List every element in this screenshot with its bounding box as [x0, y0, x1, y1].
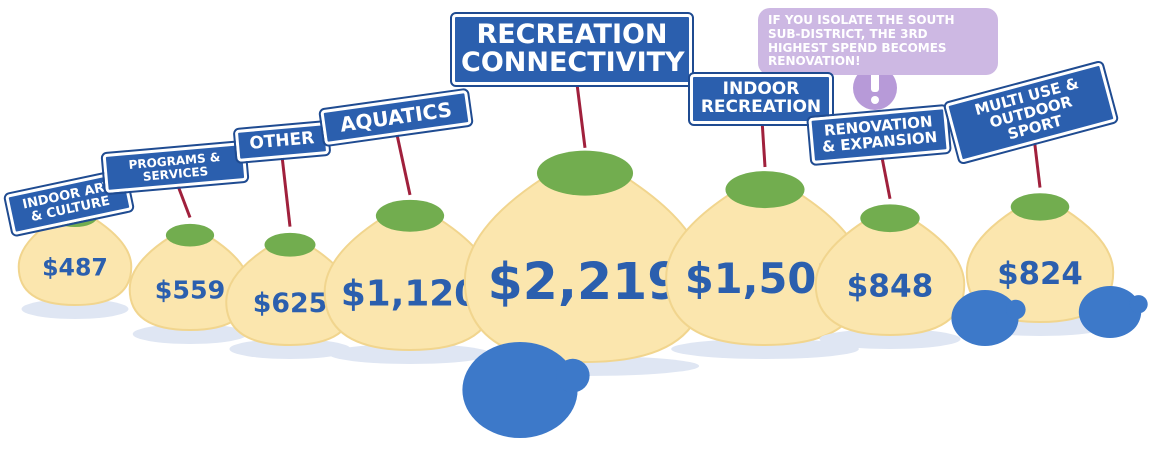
piggy [951, 290, 1018, 346]
piggy [462, 342, 577, 438]
sign-post [282, 156, 290, 227]
note-icon [871, 96, 879, 104]
money [265, 233, 316, 257]
money [537, 151, 633, 196]
value-label: $625 [253, 288, 328, 319]
sign-post [396, 130, 410, 195]
value-label: $559 [155, 275, 225, 305]
infographic: $487$559$625$1,120$2,219$1,502$848$824 I… [0, 0, 1157, 456]
money [725, 171, 804, 208]
value-label: $824 [997, 256, 1083, 292]
category-sign: INDOOR RECREATION [690, 74, 832, 124]
money [860, 204, 919, 232]
money [166, 224, 214, 247]
category-sign: RECREATION CONNECTIVITY [452, 14, 692, 85]
piggy [1130, 295, 1148, 313]
value-label: $487 [42, 254, 108, 282]
value-label: $848 [847, 269, 934, 305]
money [1011, 193, 1070, 220]
piggy [556, 359, 590, 393]
piggy [1079, 286, 1141, 338]
money [376, 200, 444, 232]
annotation: IF YOU ISOLATE THE SOUTH SUB-DISTRICT, T… [758, 8, 998, 75]
value-label: $2,219 [488, 252, 683, 311]
value-label: $1,120 [341, 274, 479, 315]
piggy [1006, 300, 1026, 320]
